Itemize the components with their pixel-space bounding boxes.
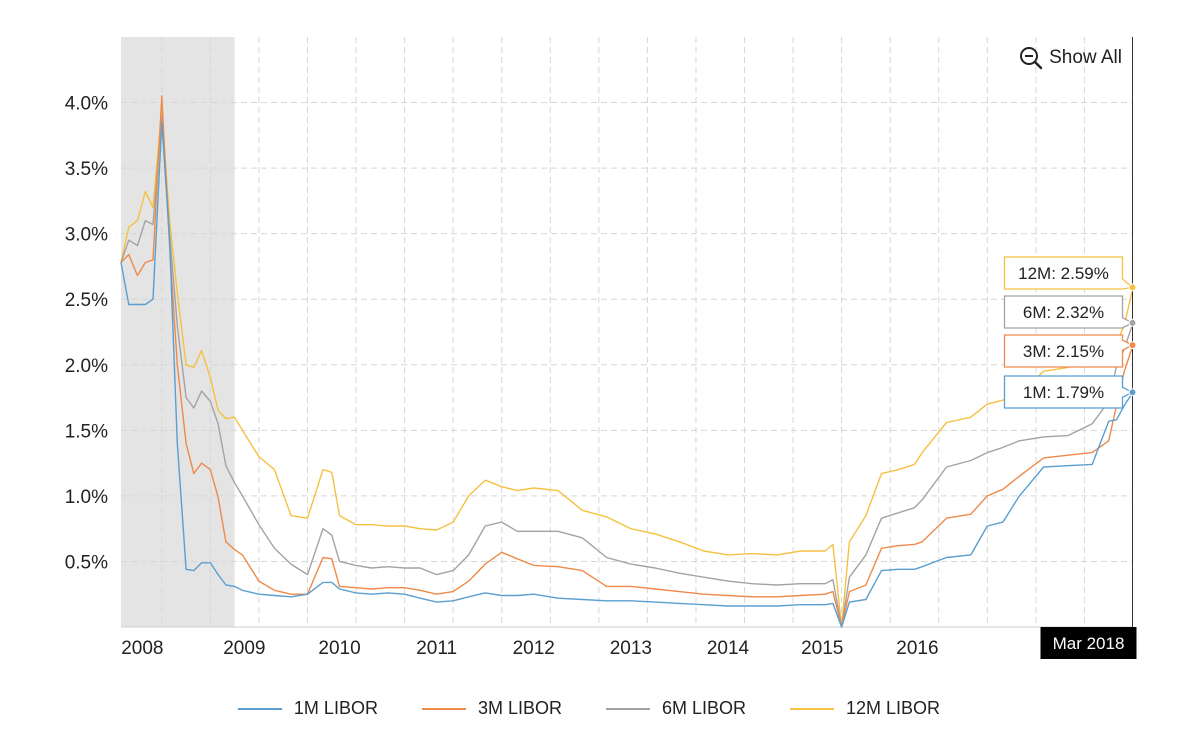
legend-swatch-6m <box>605 707 650 710</box>
x-tick-label: 2009 <box>223 638 265 659</box>
tooltip-text: 1M: 1.79% <box>1023 383 1104 402</box>
legend-label-3m: 3M LIBOR <box>477 698 562 718</box>
legend-swatch-12m <box>790 707 835 710</box>
legend-item-1m[interactable]: 1M LIBOR <box>237 698 378 719</box>
series-line-6m <box>120 115 1134 628</box>
y-tick-label: 2.0% <box>65 356 108 377</box>
y-tick-label: 1.5% <box>65 421 108 442</box>
crosshair: Mar 2018 <box>1040 37 1137 659</box>
legend-label-6m: 6M LIBOR <box>661 698 747 718</box>
legend: 1M LIBOR 3M LIBOR 6M LIBOR 12M LIBOR <box>0 698 1178 719</box>
x-tick-label: 2011 <box>416 638 457 659</box>
libor-line-chart: 0.5%1.0%1.5%2.0%2.5%3.0%3.5%4.0% 2008 200… <box>65 37 1137 659</box>
tooltip-text: 6M: 2.32% <box>1023 303 1104 322</box>
legend-item-3m[interactable]: 3M LIBOR <box>421 698 562 719</box>
legend-item-6m[interactable]: 6M LIBOR <box>605 698 747 719</box>
tooltip-box <box>1003 375 1134 409</box>
y-tick-label: 4.0% <box>65 94 108 115</box>
tooltip-marker <box>1128 318 1137 327</box>
series-line-12m <box>120 108 1134 628</box>
tooltip-box <box>1003 334 1134 368</box>
x-axis-labels: 2008 2009 2010 2011 2012 2013 2014 2015 2016 <box>121 638 938 659</box>
tooltips: 12M: 2.59% 6M: 2.32% 3M: 2.15% 1M: 1.79% <box>1003 256 1137 409</box>
legend-item-12m[interactable]: 12M LIBOR <box>790 698 940 719</box>
current-date-box <box>1040 627 1137 659</box>
x-tick-label: 2010 <box>318 638 360 659</box>
legend-swatch-3m <box>421 707 466 710</box>
x-tick-label: 2016 <box>896 638 938 659</box>
legend-label-1m: 1M LIBOR <box>293 698 378 718</box>
y-tick-label: 2.5% <box>65 290 108 311</box>
show-all-button[interactable]: Show All <box>1019 46 1122 70</box>
x-tick-label: 2008 <box>121 638 163 659</box>
grid-lines <box>121 37 1133 628</box>
current-date-label: Mar 2018 <box>1053 634 1125 653</box>
series-line-3m <box>120 95 1134 628</box>
y-tick-label: 3.5% <box>65 159 108 180</box>
tooltip-marker <box>1128 283 1137 292</box>
y-axis-labels: 0.5% 1.0% 1.5% 2.0% 2.5% 3.0% 3.5% 4.0% <box>65 94 108 574</box>
y-tick-label: 0.5% <box>65 552 108 573</box>
legend-swatch-1m <box>237 707 282 710</box>
show-all-label: Show All <box>1049 47 1122 68</box>
x-tick-label: 2015 <box>801 638 843 659</box>
series-line-1m <box>120 121 1134 628</box>
tooltip-text: 3M: 2.15% <box>1023 342 1104 361</box>
tooltip-text: 12M: 2.59% <box>1018 264 1109 283</box>
zoom-out-icon <box>1020 47 1043 70</box>
tooltip-marker <box>1128 341 1137 350</box>
tooltip-marker <box>1128 388 1137 397</box>
x-tick-label: 2014 <box>707 638 750 659</box>
x-tick-label: 2013 <box>610 638 652 659</box>
y-tick-label: 1.0% <box>65 487 108 508</box>
y-tick-label: 3.0% <box>65 225 108 246</box>
tooltip-box <box>1003 295 1134 329</box>
legend-label-12m: 12M LIBOR <box>846 698 941 718</box>
x-tick-label: 2012 <box>513 638 555 659</box>
series-lines <box>120 95 1134 628</box>
